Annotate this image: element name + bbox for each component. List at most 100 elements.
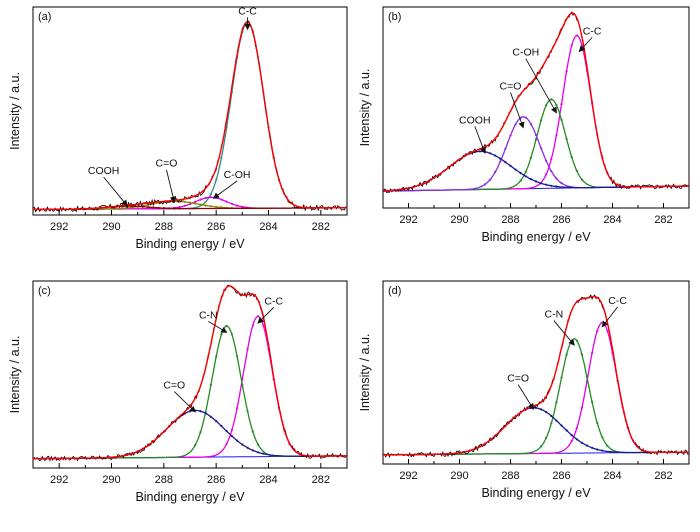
component-marker [540, 408, 543, 411]
x-axis-label: Binding energy / eV [481, 486, 591, 500]
component-marker [596, 421, 599, 424]
component-marker [230, 435, 233, 438]
annotation-arrow [257, 307, 275, 324]
component-marker [225, 442, 228, 445]
component-marker [230, 202, 233, 205]
x-axis-label: Binding energy / eV [135, 237, 245, 251]
raw-spectrum [32, 20, 348, 213]
component-c-oh [383, 98, 689, 192]
component-marker [534, 138, 538, 141]
fit-envelope [33, 285, 348, 460]
component-marker [241, 205, 244, 208]
component-marker [147, 206, 150, 209]
component-marker [529, 156, 533, 159]
peak-label: COOH [88, 165, 120, 177]
component-marker [209, 415, 212, 418]
x-tick-label: 288 [155, 474, 173, 486]
component-marker [209, 383, 212, 386]
component-marker [575, 169, 578, 172]
component-c-c [33, 315, 348, 460]
raw-spectrum [382, 11, 690, 194]
component-c-n [33, 325, 348, 460]
component-marker [168, 207, 171, 210]
component-marker [591, 351, 594, 354]
component-marker [199, 198, 202, 201]
component-marker [199, 203, 202, 206]
component-marker [555, 401, 558, 404]
component-marker [550, 158, 553, 161]
x-tick-label: 286 [207, 221, 225, 233]
component-marker [596, 329, 599, 332]
component-marker [246, 446, 249, 449]
component-c-c [33, 21, 347, 211]
component-marker [256, 315, 260, 318]
y-axis-label: Intensity / a.u. [358, 69, 372, 147]
x-tick-label: 288 [501, 470, 519, 482]
annotation-arrow [208, 321, 228, 333]
fit-components [382, 321, 689, 456]
raw-spectrum [382, 294, 690, 459]
annotation-arrow [553, 320, 575, 346]
component-marker [236, 407, 239, 410]
component-marker [262, 452, 265, 455]
component-marker [524, 116, 527, 119]
component-marker [601, 436, 604, 439]
component-marker [215, 355, 218, 358]
x-tick-label: 286 [207, 474, 225, 486]
plot-frame [382, 280, 690, 465]
component-marker [504, 147, 507, 150]
component-marker [489, 152, 492, 155]
component-marker [545, 183, 548, 186]
peak-label: C=O [507, 373, 529, 385]
panel-tag: (b) [388, 11, 401, 23]
component-marker [141, 205, 144, 208]
component-marker [534, 133, 538, 137]
component-c-n [382, 338, 689, 456]
peak-label: C=O [500, 81, 522, 93]
component-marker [188, 410, 192, 413]
component-marker [220, 198, 223, 201]
component-marker [157, 206, 160, 209]
panel-d: 292 290 288 286 284 282 Binding energy / eV Int… [358, 280, 690, 500]
panel-c: 292 290 288 286 284 282 Binding energy / eV Int… [8, 280, 348, 504]
peak-label: C-C [608, 295, 627, 307]
component-marker [555, 134, 558, 137]
peak-label: C=O [156, 158, 178, 170]
component-marker [560, 376, 563, 379]
component-marker [570, 440, 573, 443]
component-marker [199, 410, 202, 413]
x-axis: 292 290 288 286 284 282 [50, 463, 348, 486]
component-marker [509, 134, 512, 137]
component-marker [580, 441, 584, 444]
component-marker [204, 410, 207, 413]
annotation-arrow [166, 169, 177, 203]
panel-b: 292 290 288 286 284 282 Binding energy / eV Int… [358, 6, 690, 244]
x-tick-label: 284 [603, 214, 621, 226]
component-marker [540, 147, 543, 150]
component-marker [178, 207, 181, 210]
component-marker [241, 383, 244, 386]
component-marker [194, 444, 197, 447]
component-marker [236, 355, 239, 358]
component-marker [550, 184, 553, 187]
component-marker [514, 168, 517, 171]
peak-label: C-OH [224, 169, 251, 181]
component-marker [225, 200, 228, 203]
x-tick-label: 286 [552, 214, 570, 226]
component-marker [585, 376, 589, 379]
x-tick-label: 292 [399, 470, 417, 482]
y-axis-label: Intensity / a.u. [8, 336, 22, 414]
component-marker [494, 170, 497, 174]
component-marker [570, 434, 573, 437]
peak-label: C-N [545, 309, 564, 321]
component-marker [504, 161, 507, 164]
plot-frame [32, 280, 348, 469]
component-marker [570, 156, 573, 159]
component-marker [529, 178, 533, 181]
component-marker [136, 205, 139, 208]
component-marker [575, 427, 578, 430]
fit-envelope [383, 295, 689, 456]
peak-label: C-C [264, 295, 283, 307]
peak-annotations: C-C C-OH C=O COOH [88, 5, 257, 207]
